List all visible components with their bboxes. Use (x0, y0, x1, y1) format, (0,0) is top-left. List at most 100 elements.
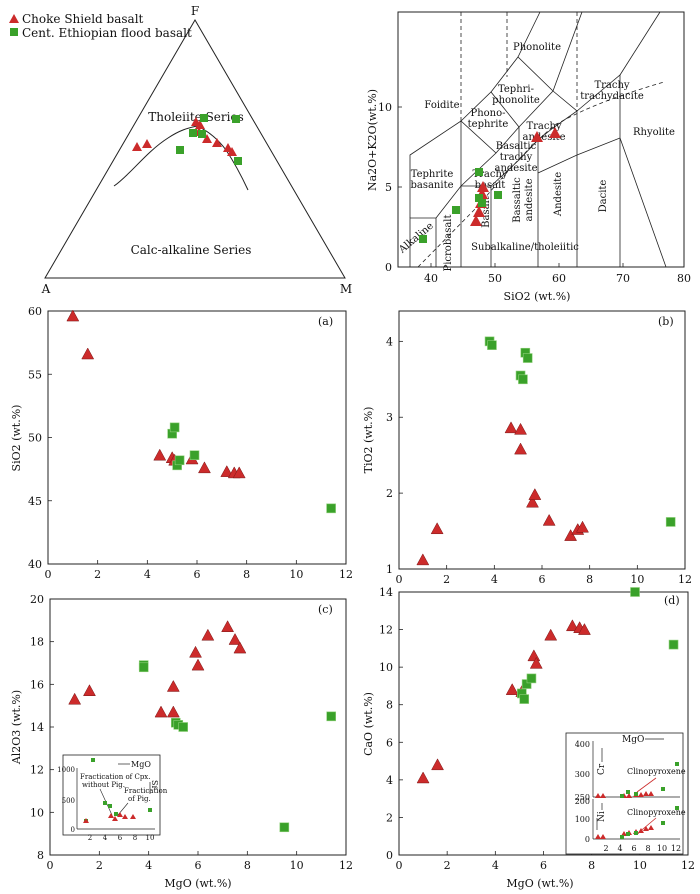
y-tick-label: 8 (37, 849, 44, 862)
choke-basalt-point (526, 495, 539, 508)
panel-d-points (416, 587, 679, 784)
panel-a-frame (47, 310, 347, 565)
y-tick-label: 45 (28, 495, 42, 508)
inset-d-cpx-label-top: Clinopyroxene (627, 767, 686, 776)
choke-basalt-point (233, 641, 247, 654)
ethiopian-basalt-point (138, 662, 149, 673)
panel-a-axes: 0 2 4 6 8 10 12 40 45 50 55 60 (28, 305, 353, 581)
choke-basalt-point (576, 520, 589, 533)
tas-field-foidite: Foidite (424, 100, 459, 111)
tas-point-square (452, 206, 460, 214)
choke-basalt-point (565, 619, 579, 632)
afm-point-triangle (195, 120, 205, 129)
inset-c-frame (62, 754, 161, 836)
panel-c-inset: MgO Sr 1000 500 0 2 4 6 8 10 Fracticatio… (57, 754, 168, 842)
inset-d-ytick: 400 (575, 740, 590, 749)
inset-d-ni-label: Ni (597, 811, 607, 822)
tas-field-basalt: Basalt (481, 196, 492, 228)
panel-c: (c) Al2O3 (wt.%) MgO (wt.%) 0 2 4 6 8 10 12 8 10… (10, 593, 353, 890)
x-tick-label: 0 (396, 573, 403, 586)
tas-field-trachydacite: trachydacite (580, 91, 644, 102)
inset-d-ytick: 100 (575, 815, 590, 824)
afm-apex-m: M (340, 282, 352, 296)
y-tick-label: 1 (386, 563, 393, 576)
panel-d-inset: MgO Cr Ni 400 300 250 200 100 0 2 4 6 8 … (565, 732, 686, 855)
tas-field-basaltic-trachyandesite: andesite (495, 163, 538, 174)
ethiopian-basalt-point (665, 517, 676, 527)
x-tick-label: 12 (339, 568, 353, 581)
tas-field-basaltic-trachyandesite: trachy (500, 152, 533, 163)
y-tick-label: 18 (30, 636, 44, 649)
tas-field-trachydacite: Trachy (594, 80, 629, 91)
tas-point-square (478, 199, 486, 207)
inset-d-xtick: 12 (671, 844, 681, 853)
inset-d-xtick: 10 (657, 844, 667, 853)
legend-triangle-marker (9, 14, 19, 23)
tas-point-square (419, 235, 427, 243)
ethiopian-basalt-point (518, 374, 528, 385)
legend-ethiopian-label: Cent. Ethiopian flood basalt (22, 26, 192, 40)
x-tick-label: 12 (678, 573, 692, 586)
tas-ytick-5: 5 (385, 181, 392, 194)
y-tick-label: 2 (386, 487, 393, 500)
y-tick-label: 60 (28, 305, 42, 318)
choke-basalt-point (191, 658, 205, 671)
afm-apex-f: F (191, 4, 199, 18)
panel-a-letter: (a) (318, 315, 333, 328)
choke-basalt-point (221, 620, 235, 632)
x-tick-label: 8 (244, 859, 251, 872)
choke-basalt-point (83, 684, 96, 696)
tas-field-alkaline: Alkaline (396, 221, 435, 257)
tas-field-andesite: Andesite (553, 172, 564, 217)
choke-basalt-point (201, 628, 215, 641)
choke-basalt-point (198, 461, 211, 474)
panel-c-letter: (c) (318, 603, 333, 616)
tas-field-trachyandesite: Trachy (526, 121, 561, 132)
panel-b-points (416, 336, 676, 566)
inset-d-ytick: 200 (575, 797, 590, 806)
afm-point-square (189, 129, 197, 137)
tas-field-tephrite-basanite: basanite (410, 180, 453, 191)
ethiopian-basalt-point (189, 450, 200, 461)
choke-basalt-point (166, 705, 180, 718)
inset-c-sr-label: Sr (150, 780, 159, 789)
y-tick-label: 8 (386, 699, 393, 712)
x-tick-label: 10 (289, 568, 303, 581)
inset-c-xtick: 6 (118, 834, 123, 842)
inset-c-xtick: 2 (88, 834, 92, 842)
tas-field-trachybasalt: basalt (475, 180, 506, 191)
ethiopian-basalt-point (326, 711, 337, 722)
x-tick-label: 6 (195, 859, 202, 872)
x-tick-label: 10 (633, 859, 647, 872)
tas-xtick-40: 40 (424, 272, 438, 285)
tas-y-axis-label: Na2O+K2O(wt.%) (366, 89, 379, 191)
x-tick-label: 12 (339, 859, 353, 872)
afm-apex-a: A (41, 282, 51, 296)
tas-point-triangle (549, 127, 561, 138)
legend-square-marker (10, 28, 18, 36)
tas-y-ticks (398, 106, 402, 268)
inset-c-annotation-pig: Fractication (124, 787, 168, 795)
ethiopian-basalt-point (519, 694, 530, 704)
inset-c-ytick: 500 (62, 797, 75, 805)
panel-b-frame (398, 310, 686, 570)
x-tick-label: 0 (45, 568, 52, 581)
panel-a-points (66, 309, 336, 514)
tas-point-square (494, 191, 502, 199)
inset-d-xtick: 6 (631, 844, 636, 853)
tas-ytick-10: 10 (378, 101, 392, 114)
y-tick-label: 50 (28, 432, 42, 445)
tas-field-trachybasalt: Trachy (472, 169, 507, 180)
tas-points (419, 127, 561, 243)
choke-basalt-point (431, 758, 444, 771)
choke-basalt-point (529, 656, 543, 669)
tas-frame (397, 11, 685, 268)
tas-field-labels: Foidite Phonolite Tephri- phonolite Phon… (396, 42, 675, 272)
choke-basalt-point (578, 623, 591, 635)
inset-d-ytick: 0 (585, 835, 590, 844)
choke-basalt-point (416, 553, 430, 566)
legend: Choke Shield basalt Cent. Ethiopian floo… (9, 12, 192, 40)
tas-field-dacite: Dacite (598, 180, 609, 213)
tas-x-axis-label: SiO2 (wt.%) (504, 290, 571, 303)
